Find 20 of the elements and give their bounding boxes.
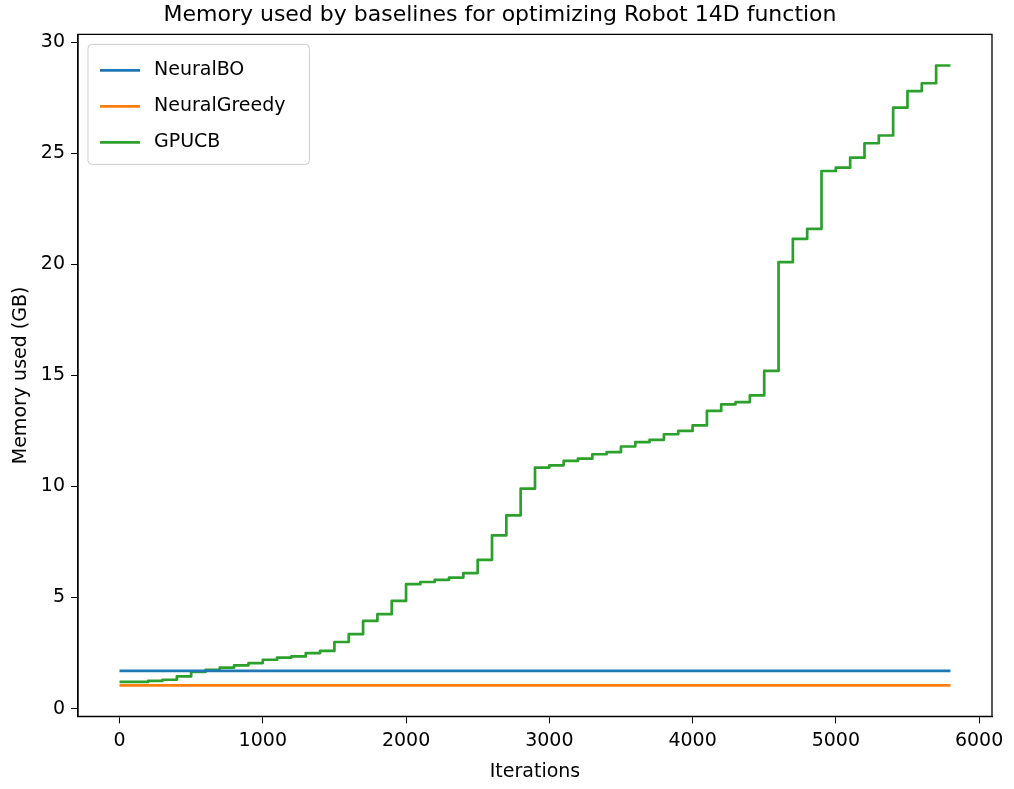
x-tick-label: 1000	[238, 727, 287, 750]
x-tick-label: 5000	[811, 727, 861, 750]
y-tick-label: 15	[40, 362, 65, 385]
legend-label: GPUCB	[153, 129, 221, 152]
y-tick-label: 5	[52, 584, 65, 607]
x-tick-label: 0	[113, 727, 126, 750]
x-tick-label: 4000	[668, 727, 717, 750]
legend-label: NeuralBO	[153, 57, 245, 80]
y-tick-label: 25	[40, 140, 65, 163]
x-tick-label: 2000	[381, 727, 431, 750]
y-tick-label: 20	[40, 251, 65, 274]
y-axis-title: Memory used (GB)	[8, 286, 31, 465]
x-tick-label: 6000	[954, 727, 1004, 750]
legend-label: NeuralGreedy	[153, 93, 286, 116]
y-tick-label: 30	[40, 29, 65, 52]
y-tick-label: 0	[52, 695, 65, 718]
chart-title: Memory used by baselines for optimizing Robot 14D function	[163, 0, 837, 26]
x-axis-title: Iterations	[489, 758, 581, 781]
y-tick-label: 10	[40, 473, 65, 496]
x-tick-label: 3000	[525, 727, 574, 750]
